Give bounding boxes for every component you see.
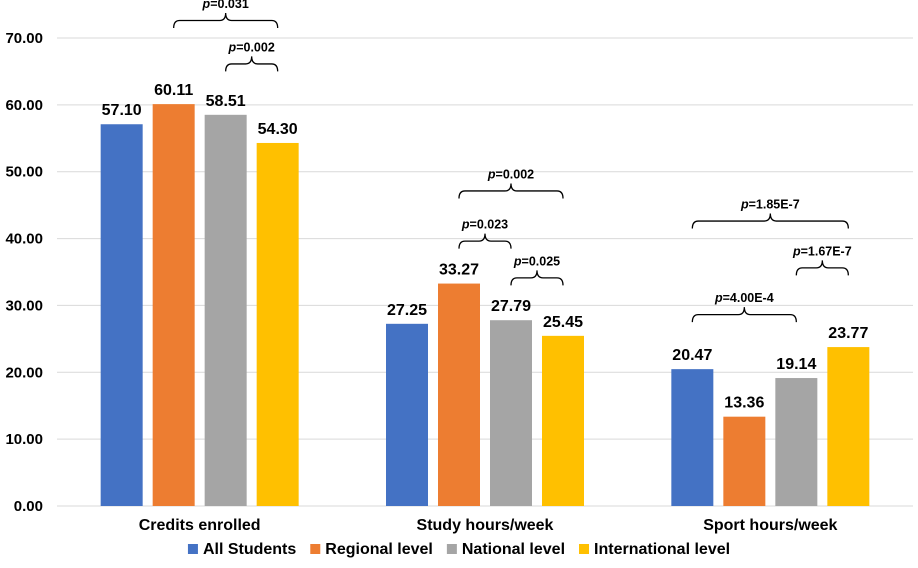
p-value-label: p=0.025 bbox=[513, 254, 560, 268]
y-tick-label: 40.00 bbox=[5, 231, 43, 248]
bar bbox=[542, 335, 584, 506]
legend-item: All Students bbox=[187, 541, 296, 558]
y-tick-label: 60.00 bbox=[5, 97, 43, 114]
legend-item: International level bbox=[579, 541, 730, 558]
bar bbox=[100, 124, 143, 506]
bars bbox=[100, 104, 870, 507]
p-value-label: p=0.002 bbox=[228, 40, 275, 54]
bar bbox=[386, 323, 428, 506]
data-labels: 57.10 27.25 20.47 60.11 33.27 13.36 58.51 27.79… bbox=[102, 82, 869, 412]
category-label: Study hours/week bbox=[417, 517, 554, 534]
p-value-label: p=1.67E-7 bbox=[792, 244, 852, 258]
data-label: 27.79 bbox=[491, 298, 531, 315]
y-tick-label: 0.00 bbox=[14, 498, 43, 515]
data-label: 19.14 bbox=[776, 356, 816, 373]
p-value-label: p=0.002 bbox=[487, 167, 534, 181]
legend-label: National level bbox=[462, 541, 565, 558]
bar bbox=[490, 320, 532, 506]
significance-brace bbox=[795, 260, 849, 276]
y-tick-label: 10.00 bbox=[5, 431, 43, 448]
data-label: 57.10 bbox=[102, 102, 142, 119]
legend-swatch bbox=[446, 544, 457, 554]
data-label: 33.27 bbox=[439, 262, 479, 279]
data-label: 60.11 bbox=[154, 82, 193, 99]
category-label: Credits enrolled bbox=[139, 517, 261, 534]
data-label: 25.45 bbox=[543, 314, 583, 331]
bar bbox=[723, 416, 766, 506]
legend-swatch bbox=[310, 544, 321, 554]
significance-brace bbox=[225, 56, 279, 72]
y-tick-label: 50.00 bbox=[5, 164, 43, 181]
legend-label: All Students bbox=[203, 541, 296, 558]
y-axis-tick-labels: 0.00 10.00 20.00 30.00 40.00 50.00 60.00 70.00 bbox=[5, 30, 43, 515]
data-label: 27.25 bbox=[387, 302, 427, 319]
data-label: 58.51 bbox=[206, 93, 246, 110]
data-label: 23.77 bbox=[828, 325, 868, 342]
legend-label: Regional level bbox=[325, 541, 433, 558]
legend: All Students Regional level National level… bbox=[187, 541, 730, 558]
significance-brace bbox=[458, 183, 564, 199]
significance-brace bbox=[510, 270, 564, 286]
data-label: 54.30 bbox=[258, 121, 298, 138]
y-tick-label: 20.00 bbox=[5, 364, 43, 381]
legend-swatch bbox=[187, 544, 198, 554]
gridlines bbox=[57, 37, 913, 507]
bar bbox=[204, 114, 247, 507]
legend-item: Regional level bbox=[310, 541, 433, 558]
bar bbox=[827, 347, 870, 506]
legend-label: International level bbox=[594, 541, 730, 558]
p-value-label: p=0.031 bbox=[202, 0, 249, 11]
bar bbox=[152, 104, 195, 507]
bar bbox=[671, 369, 714, 506]
p-value-label: p=0.023 bbox=[461, 218, 508, 232]
data-label: 20.47 bbox=[672, 347, 712, 364]
category-label: Sport hours/week bbox=[703, 517, 837, 534]
significance-brace bbox=[173, 12, 279, 28]
x-axis-category-labels: Credits enrolled Study hours/week Sport ho… bbox=[139, 517, 838, 534]
legend-item: National level bbox=[446, 541, 565, 558]
significance-annotations: p=0.031 p=0.002 p=0.002 p=0.023 p=0.025 p=1.8… bbox=[173, 0, 852, 323]
p-value-label: p=4.00E-4 bbox=[714, 291, 774, 305]
p-value-label: p=1.85E-7 bbox=[740, 198, 800, 212]
bar bbox=[775, 378, 818, 506]
bar bbox=[438, 283, 480, 506]
significance-brace bbox=[458, 233, 512, 249]
y-tick-label: 30.00 bbox=[5, 297, 43, 314]
bar bbox=[256, 142, 299, 507]
y-tick-label: 70.00 bbox=[5, 30, 43, 47]
significance-brace bbox=[691, 213, 849, 229]
data-label: 13.36 bbox=[724, 395, 764, 412]
legend-swatch bbox=[579, 544, 590, 554]
significance-brace bbox=[691, 307, 797, 323]
